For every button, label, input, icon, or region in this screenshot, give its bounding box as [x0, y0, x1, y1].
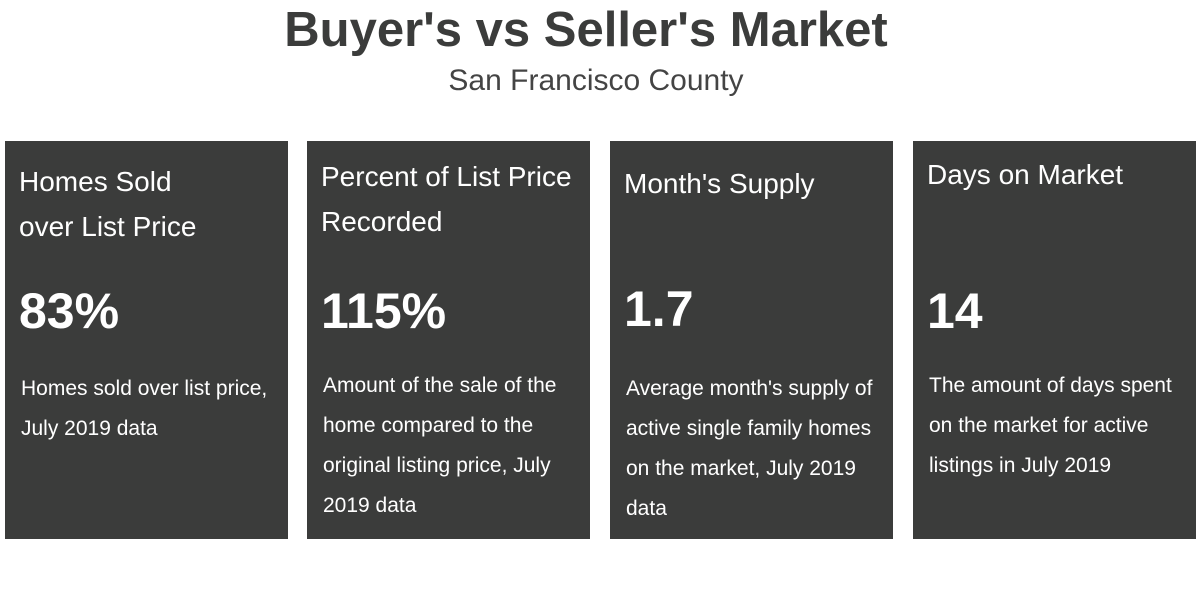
card-title: Homes Sold over List Price: [19, 166, 197, 242]
stat-card-homes-sold-over-list: Homes Sold over List Price 83% Homes sol…: [5, 141, 288, 539]
stat-card-days-on-market: Days on Market 14 The amount of days spe…: [913, 141, 1196, 539]
page-title: Buyer's vs Seller's Market: [284, 3, 888, 57]
card-value: 14: [927, 283, 983, 339]
card-title: Percent of List Price Recorded: [321, 161, 572, 237]
card-title: Month's Supply: [624, 168, 815, 199]
card-description: Average month's supply of active single …: [626, 377, 873, 520]
card-description: Homes sold over list price, July 2019 da…: [21, 377, 268, 440]
stat-card-percent-of-list-price: Percent of List Price Recorded 115% Amou…: [307, 141, 590, 539]
card-value: 83%: [19, 283, 120, 339]
card-value: 115%: [321, 283, 447, 339]
card-value: 1.7: [624, 281, 694, 337]
stat-card-months-supply: Month's Supply 1.7 Average month's suppl…: [610, 141, 893, 539]
page-subtitle: San Francisco County: [448, 64, 744, 97]
card-title: Days on Market: [927, 159, 1124, 190]
card-description: Amount of the sale of the home compared …: [323, 374, 557, 517]
card-description: The amount of days spent on the market f…: [929, 374, 1172, 477]
